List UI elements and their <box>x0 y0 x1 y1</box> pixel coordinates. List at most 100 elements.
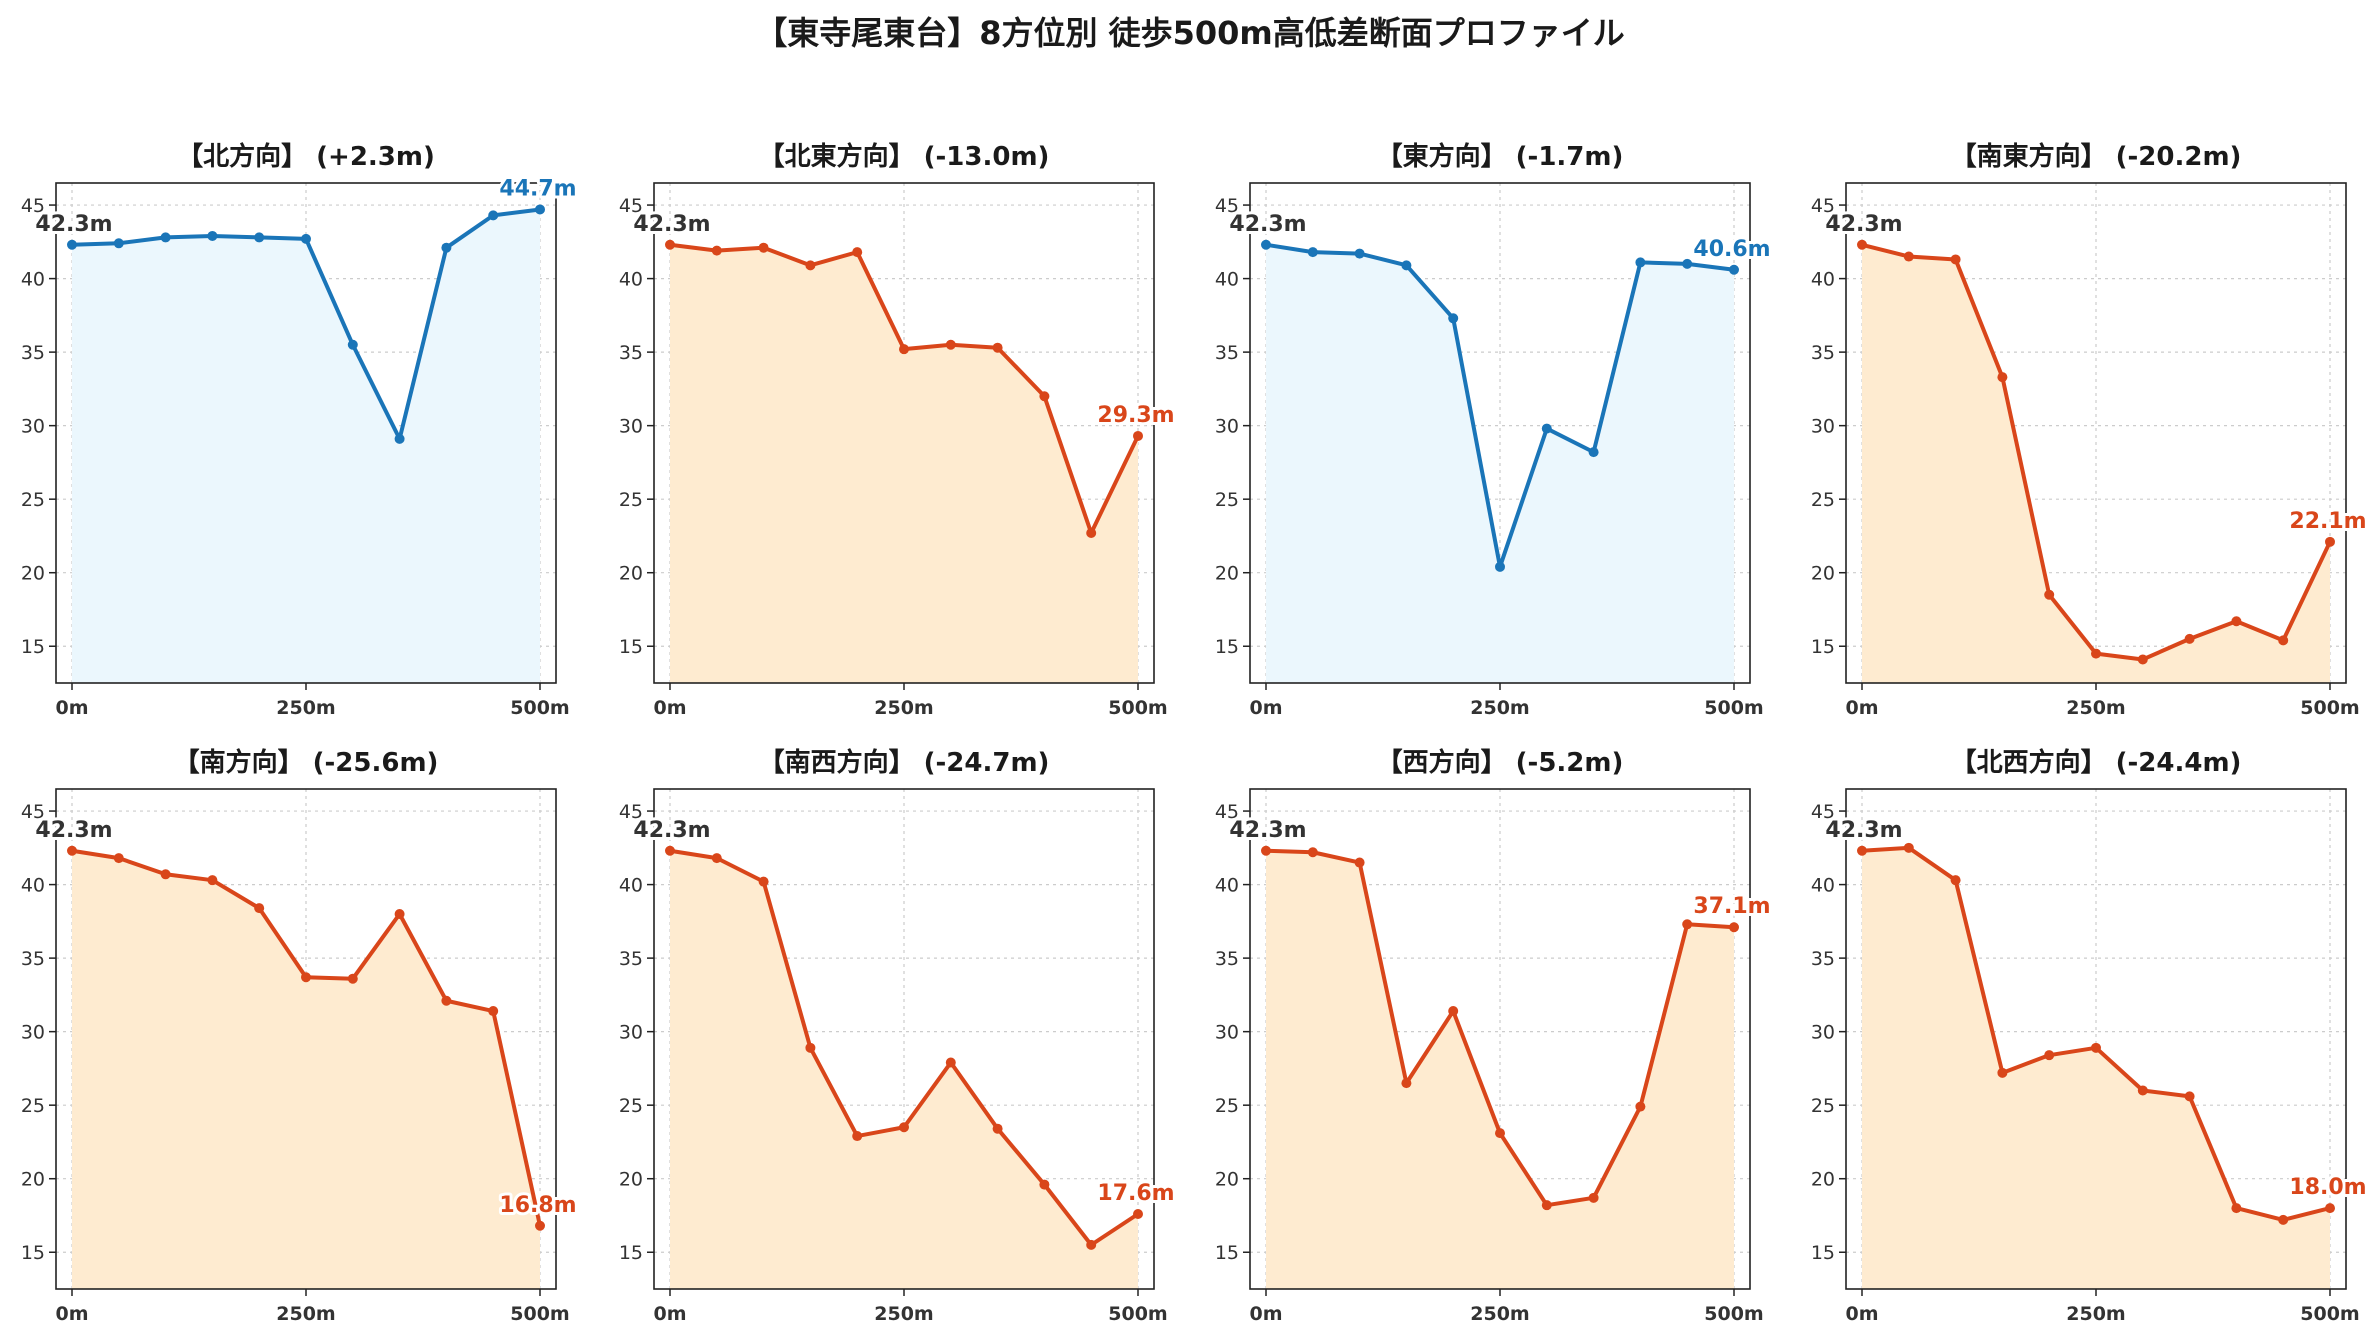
subplot-4: 15 20 25 30 35 40 45 0m 250m 500m 【南東方向】 (-20.2m) 4… <box>1811 141 2370 719</box>
end-elevation-label: 44.7m <box>499 176 576 201</box>
x-tick-label: 500m <box>1108 697 1167 719</box>
start-elevation-label: 42.3m <box>35 212 112 237</box>
data-point <box>805 1042 816 1053</box>
y-tick-label: 15 <box>1811 636 1835 658</box>
x-tick-label: 250m <box>874 1303 933 1325</box>
y-tick-label: 15 <box>1215 636 1239 658</box>
x-tick-label: 0m <box>55 1303 88 1325</box>
data-point <box>2091 648 2101 659</box>
y-tick-label: 45 <box>1215 195 1239 217</box>
data-point <box>254 903 265 914</box>
data-point <box>1495 1128 1505 1139</box>
data-point <box>2091 1042 2101 1053</box>
x-tick-label: 0m <box>1845 697 1878 719</box>
data-point <box>2325 1203 2335 1214</box>
y-tick-label: 25 <box>1811 1095 1835 1117</box>
y-tick-label: 30 <box>1215 1022 1239 1044</box>
y-tick-label: 25 <box>619 1095 643 1117</box>
y-tick-label: 25 <box>1215 489 1239 511</box>
x-tick-label: 0m <box>55 697 88 719</box>
x-tick-label: 250m <box>276 697 335 719</box>
x-tick-label: 500m <box>1704 1303 1763 1325</box>
y-tick-label: 20 <box>619 563 643 585</box>
subplot-title: 【南西方向】 (-24.7m) <box>759 747 1050 778</box>
y-tick-label: 15 <box>619 636 643 658</box>
y-tick-label: 40 <box>619 269 643 291</box>
data-point <box>1086 1239 1097 1250</box>
data-point <box>1261 845 1271 856</box>
end-elevation-label: 37.1m <box>1693 894 1770 919</box>
x-tick-label: 250m <box>874 697 933 719</box>
y-tick-label: 30 <box>1215 416 1239 438</box>
y-tick-label: 25 <box>619 489 643 511</box>
area-fill <box>1266 850 1734 1289</box>
data-point <box>1903 251 1914 262</box>
area-fill <box>1862 847 2330 1289</box>
data-point <box>899 344 909 355</box>
data-point <box>113 238 124 249</box>
data-point <box>1588 447 1599 458</box>
area-fill <box>1266 244 1734 683</box>
start-elevation-label: 42.3m <box>1229 212 1306 237</box>
area-fill <box>670 244 1138 683</box>
y-tick-label: 45 <box>1215 801 1239 823</box>
data-point <box>2325 536 2335 547</box>
data-point <box>1261 239 1271 250</box>
data-point <box>1997 1067 2008 1078</box>
data-point <box>301 233 311 244</box>
end-elevation-label: 22.1m <box>2289 509 2366 534</box>
data-point <box>1448 1006 1459 1017</box>
data-point <box>758 242 769 253</box>
subplot-8: 15 20 25 30 35 40 45 0m 250m 500m 【北西方向】 (-24.4m) 4… <box>1811 747 2370 1325</box>
data-point <box>992 342 1003 353</box>
data-point <box>1950 254 1961 265</box>
end-elevation-label: 29.3m <box>1097 403 1174 428</box>
start-elevation-label: 42.3m <box>1825 212 1902 237</box>
figure-title: 【東寺尾東台】8方位別 徒歩500m高低差断面プロファイル <box>755 14 1625 52</box>
y-tick-label: 15 <box>619 1242 643 1264</box>
data-point <box>1495 561 1505 572</box>
start-elevation-label: 42.3m <box>633 818 710 843</box>
data-point <box>301 972 311 983</box>
data-point <box>2137 654 2148 665</box>
y-tick-label: 20 <box>1811 1169 1835 1191</box>
start-elevation-label: 42.3m <box>633 212 710 237</box>
y-tick-label: 15 <box>1215 1242 1239 1264</box>
data-point <box>394 909 405 919</box>
data-point <box>2044 589 2055 600</box>
data-point <box>1857 239 1867 250</box>
y-tick-label: 45 <box>1811 801 1835 823</box>
y-tick-label: 45 <box>21 801 45 823</box>
data-point <box>347 973 358 984</box>
data-point <box>441 242 452 253</box>
data-point <box>711 245 722 256</box>
data-point <box>665 845 675 856</box>
data-point <box>160 232 171 243</box>
data-point <box>2231 1203 2242 1214</box>
data-point <box>2137 1085 2148 1096</box>
data-point <box>535 204 545 215</box>
y-tick-label: 30 <box>21 416 45 438</box>
data-point <box>1635 257 1646 268</box>
y-tick-label: 40 <box>1215 875 1239 897</box>
data-point <box>2278 635 2289 646</box>
y-tick-label: 20 <box>619 1169 643 1191</box>
x-tick-label: 250m <box>2066 697 2125 719</box>
y-tick-label: 30 <box>1811 1022 1835 1044</box>
x-tick-label: 0m <box>1845 1303 1878 1325</box>
data-point <box>805 260 816 271</box>
start-elevation-label: 42.3m <box>1229 818 1306 843</box>
data-point <box>1541 1200 1552 1211</box>
y-tick-label: 30 <box>21 1022 45 1044</box>
y-tick-label: 40 <box>1811 269 1835 291</box>
data-point <box>67 845 77 856</box>
y-tick-label: 35 <box>1215 948 1239 970</box>
y-tick-label: 20 <box>21 563 45 585</box>
data-point <box>1541 423 1552 434</box>
data-point <box>1401 260 1412 271</box>
data-point <box>488 210 499 221</box>
end-elevation-label: 18.0m <box>2289 1175 2366 1200</box>
data-point <box>1950 875 1961 886</box>
